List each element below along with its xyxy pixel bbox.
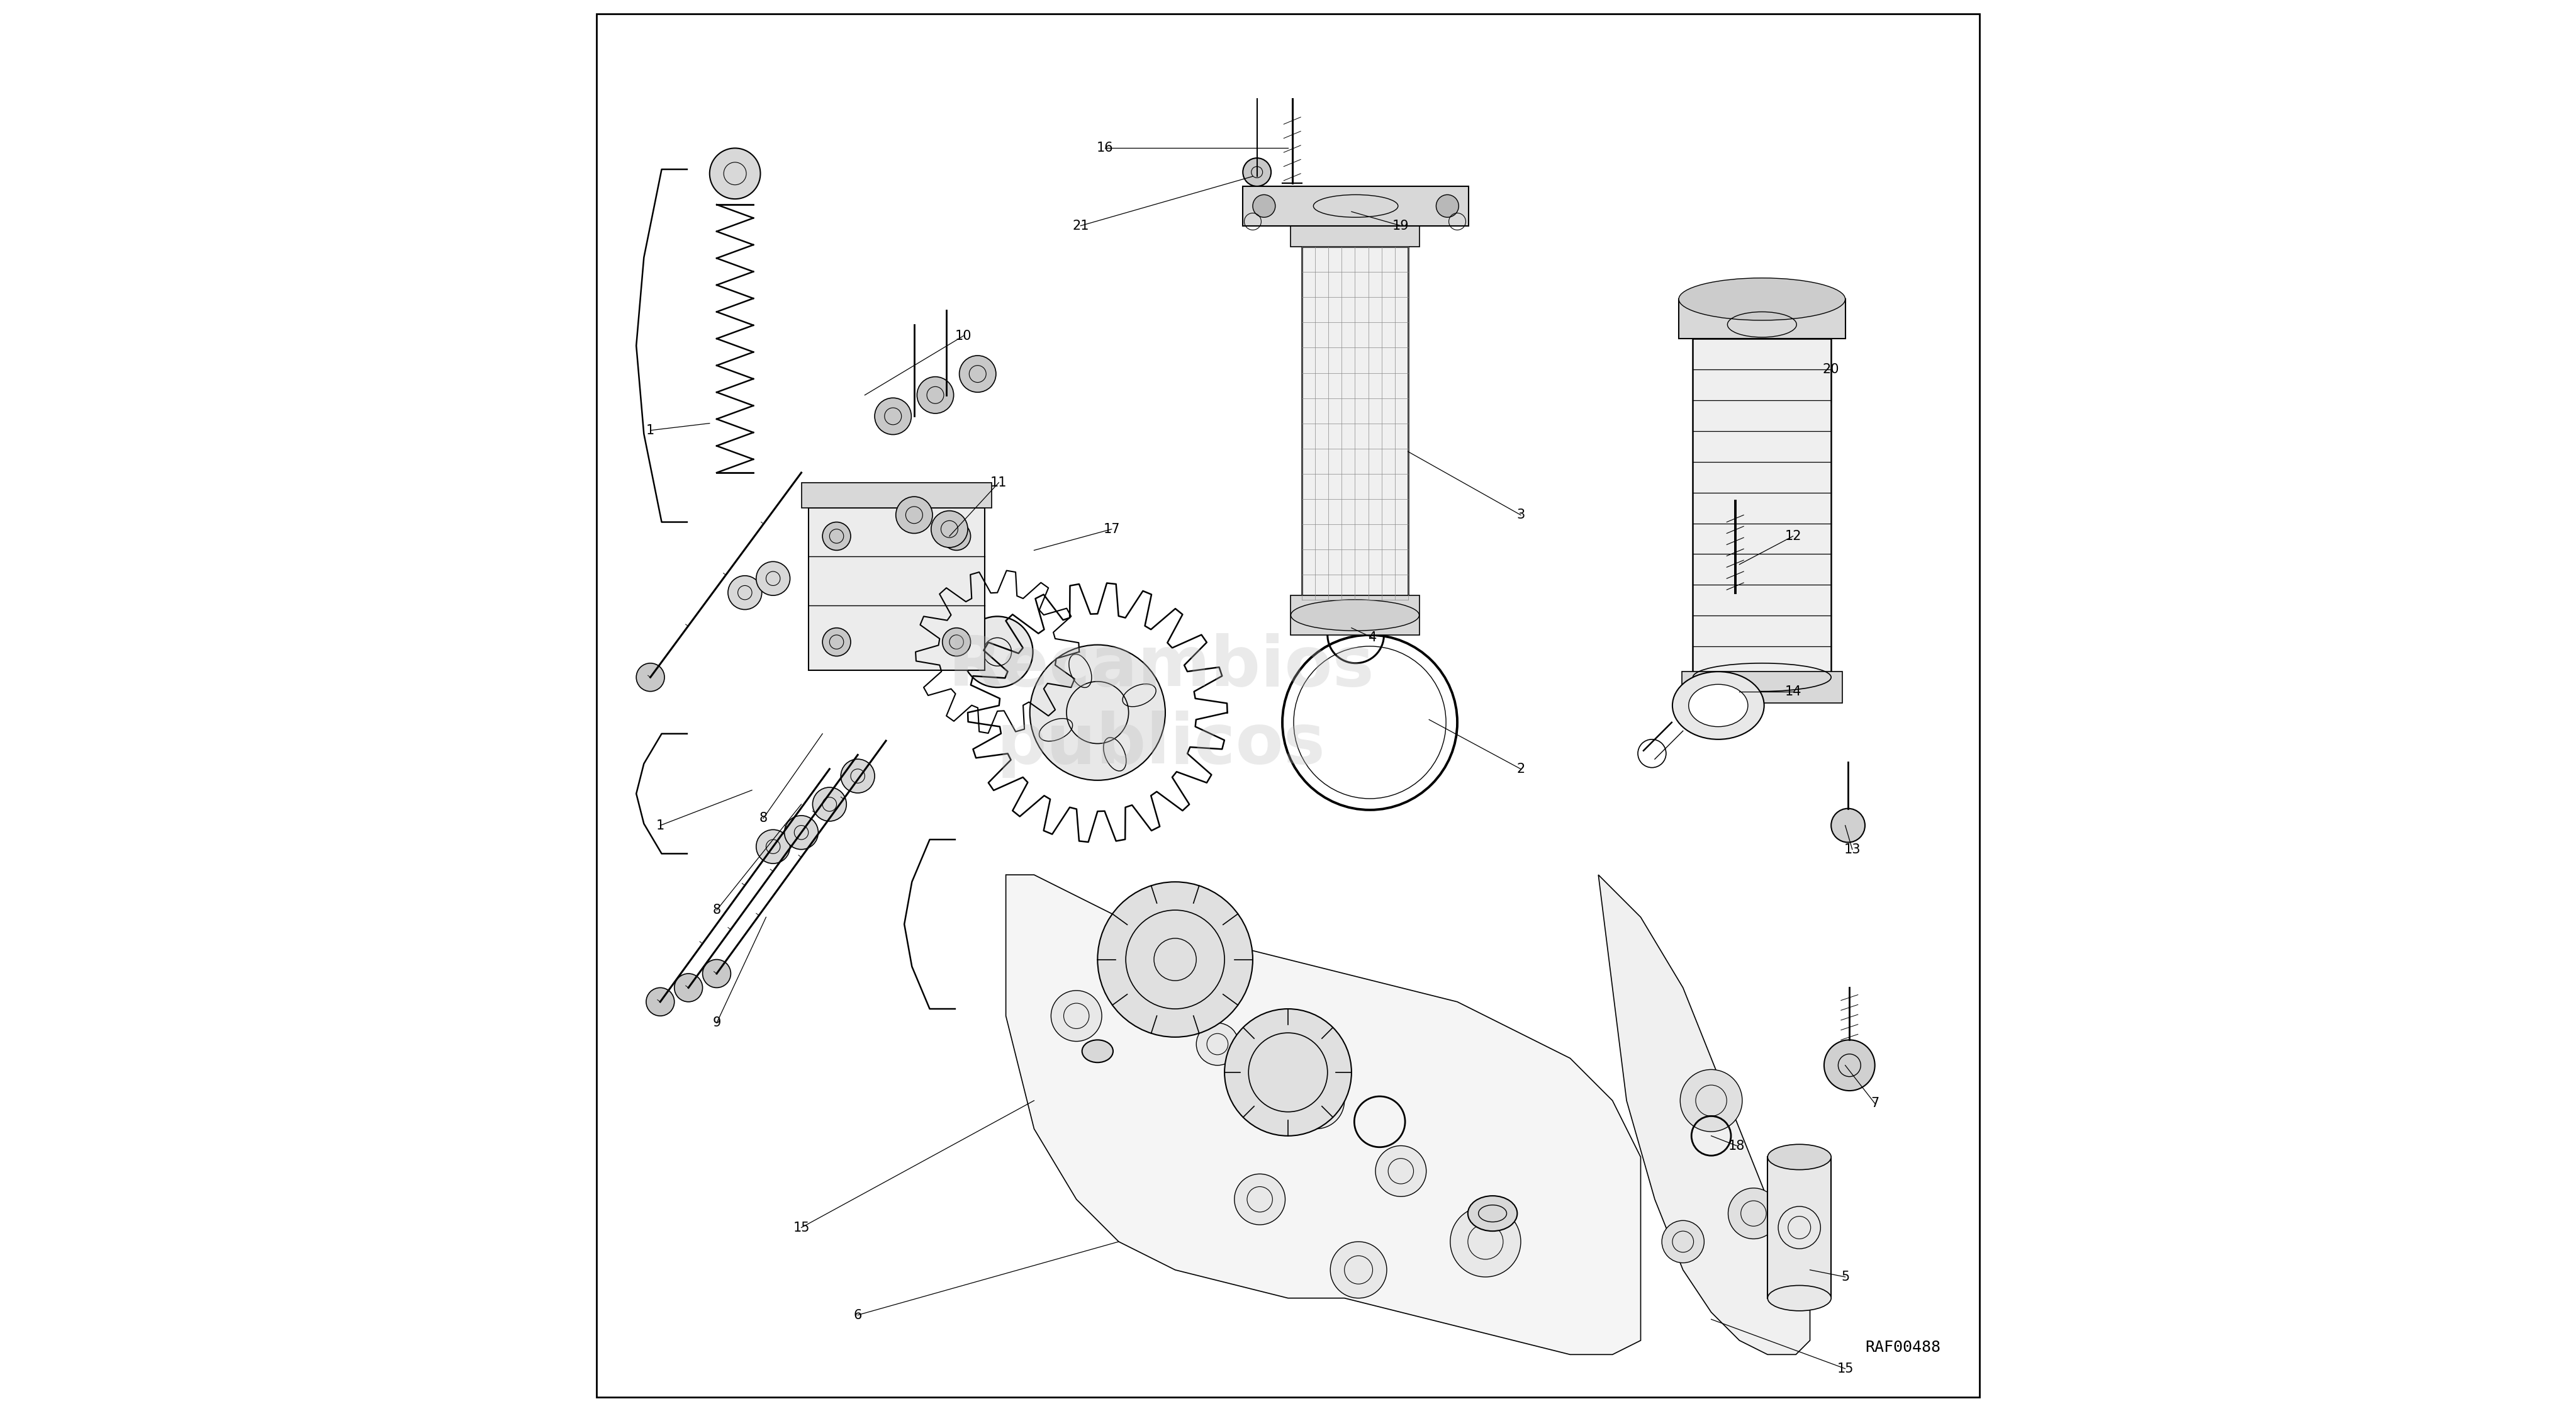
Text: 1: 1 (657, 820, 665, 831)
Polygon shape (1005, 875, 1641, 1355)
Ellipse shape (1082, 1040, 1113, 1062)
Text: RAF00488: RAF00488 (1865, 1340, 1940, 1355)
Text: 13: 13 (1844, 844, 1860, 855)
Text: 2: 2 (1517, 763, 1525, 775)
Circle shape (1376, 1146, 1427, 1197)
Circle shape (822, 628, 850, 656)
Circle shape (675, 974, 703, 1002)
Text: 18: 18 (1728, 1140, 1744, 1151)
Text: 12: 12 (1785, 531, 1801, 542)
Circle shape (1824, 1040, 1875, 1091)
Circle shape (1115, 957, 1177, 1019)
Circle shape (757, 562, 791, 595)
Circle shape (1097, 882, 1252, 1037)
Bar (1682, 672, 1842, 703)
Text: 15: 15 (1837, 1363, 1855, 1374)
Circle shape (961, 617, 1033, 687)
Circle shape (1030, 645, 1164, 780)
Ellipse shape (1767, 1285, 1832, 1311)
Polygon shape (1597, 875, 1811, 1355)
Text: 1: 1 (647, 425, 654, 436)
Circle shape (1288, 1072, 1345, 1129)
Circle shape (1437, 195, 1458, 217)
Circle shape (1195, 1023, 1239, 1065)
Text: 8: 8 (714, 904, 721, 916)
Bar (1767, 1157, 1832, 1298)
Ellipse shape (1680, 278, 1844, 320)
Text: 17: 17 (1103, 523, 1121, 535)
Text: 3: 3 (1517, 509, 1525, 521)
Ellipse shape (1767, 1144, 1832, 1170)
Circle shape (1224, 1009, 1352, 1136)
Circle shape (636, 663, 665, 691)
Bar (809, 508, 984, 670)
Text: Recambios
publicos: Recambios publicos (948, 634, 1373, 777)
Circle shape (876, 398, 912, 435)
Text: 20: 20 (1824, 364, 1839, 375)
Circle shape (1234, 1174, 1285, 1225)
Circle shape (1680, 1070, 1741, 1132)
Circle shape (917, 377, 953, 413)
Bar (1291, 595, 1419, 635)
Text: 21: 21 (1072, 220, 1090, 231)
Circle shape (1242, 158, 1270, 186)
Circle shape (896, 497, 933, 533)
Text: 7: 7 (1870, 1098, 1878, 1109)
Ellipse shape (1690, 684, 1749, 727)
Circle shape (729, 576, 762, 610)
Circle shape (811, 787, 848, 821)
Circle shape (783, 816, 819, 849)
Bar (1680, 299, 1844, 339)
Text: 14: 14 (1785, 686, 1801, 697)
Bar (1692, 339, 1832, 677)
Text: 16: 16 (1097, 143, 1113, 154)
Text: 6: 6 (853, 1309, 863, 1321)
Bar (1291, 216, 1419, 247)
Text: 11: 11 (989, 477, 1007, 488)
Circle shape (1728, 1188, 1780, 1239)
Circle shape (840, 759, 876, 793)
Bar (1301, 247, 1409, 600)
Ellipse shape (1291, 600, 1419, 631)
Circle shape (708, 148, 760, 199)
Ellipse shape (1468, 1195, 1517, 1230)
Circle shape (822, 522, 850, 550)
Text: 9: 9 (714, 1017, 721, 1029)
Circle shape (703, 959, 732, 988)
Circle shape (1252, 195, 1275, 217)
Circle shape (1329, 1242, 1386, 1298)
Text: 10: 10 (956, 330, 971, 341)
Ellipse shape (1672, 672, 1765, 739)
Text: 8: 8 (760, 813, 768, 824)
Circle shape (943, 522, 971, 550)
Circle shape (1450, 1206, 1520, 1277)
Bar (801, 483, 992, 508)
Text: 4: 4 (1368, 632, 1376, 643)
Circle shape (647, 988, 675, 1016)
Text: 5: 5 (1842, 1271, 1850, 1283)
Circle shape (1051, 991, 1103, 1041)
Text: 15: 15 (793, 1222, 809, 1233)
Circle shape (943, 628, 971, 656)
Circle shape (757, 830, 791, 864)
Circle shape (958, 356, 997, 392)
Bar (1242, 186, 1468, 226)
Text: 19: 19 (1394, 220, 1409, 231)
Circle shape (930, 511, 969, 547)
Circle shape (1662, 1221, 1705, 1263)
Circle shape (1832, 809, 1865, 842)
